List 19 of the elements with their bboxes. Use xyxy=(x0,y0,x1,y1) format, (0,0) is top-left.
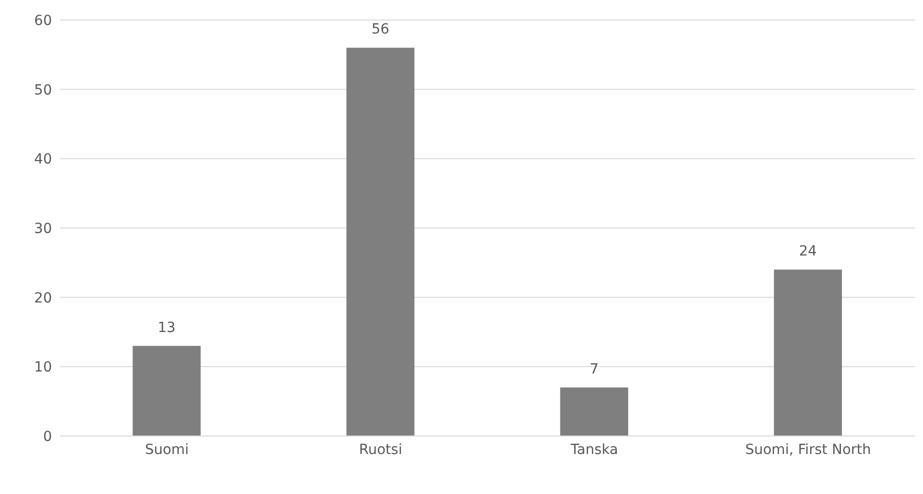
bar xyxy=(560,387,628,436)
y-tick-label: 0 xyxy=(43,428,52,445)
y-tick-label: 60 xyxy=(34,12,52,29)
bar xyxy=(132,346,201,436)
x-tick-label: Ruotsi xyxy=(359,442,402,458)
y-tick-label: 50 xyxy=(34,82,52,98)
x-tick-label: Suomi, First North xyxy=(745,442,872,458)
y-tick-label: 30 xyxy=(34,220,52,237)
data-label: 7 xyxy=(590,361,599,378)
data-label: 56 xyxy=(372,22,390,38)
bar xyxy=(774,270,842,436)
y-tick-label: 20 xyxy=(34,290,52,306)
x-tick-label: Suomi xyxy=(144,442,189,458)
y-tick-label: 10 xyxy=(34,360,52,376)
data-label: 13 xyxy=(158,320,176,336)
bar xyxy=(346,48,414,436)
y-tick-label: 40 xyxy=(34,152,52,168)
data-label: 24 xyxy=(799,244,817,260)
x-tick-label: Tanska xyxy=(570,442,618,458)
